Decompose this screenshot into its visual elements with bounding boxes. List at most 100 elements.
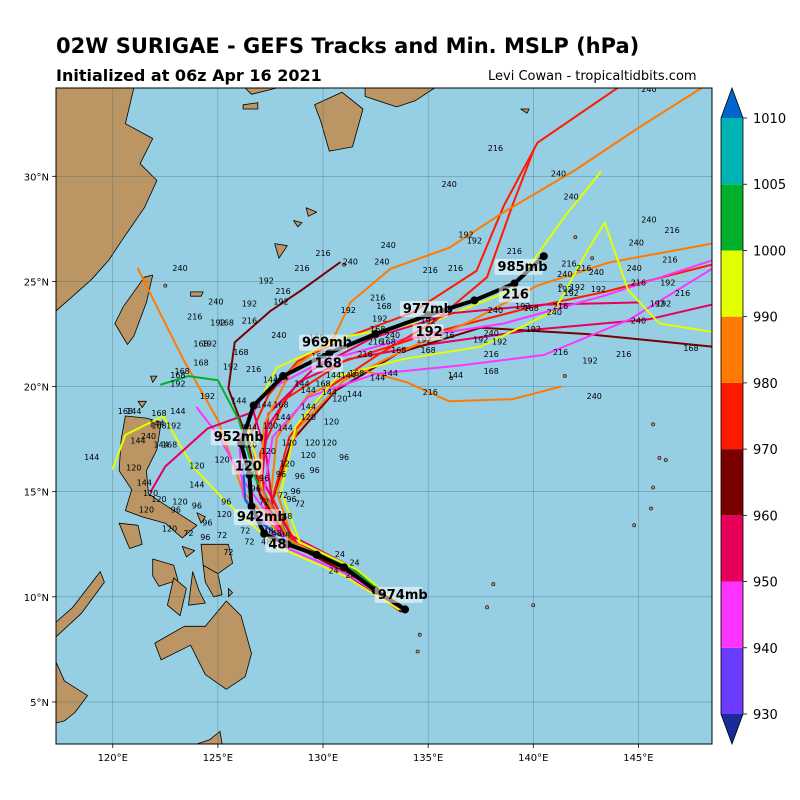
member-track xyxy=(258,88,703,611)
hour-label: 192 xyxy=(591,285,606,294)
hour-label: 120 xyxy=(301,413,316,422)
hour-label: 168 xyxy=(376,302,391,311)
hour-label: 192 xyxy=(223,363,238,372)
y-tick-label: 20°N xyxy=(24,383,49,394)
land-masbate xyxy=(181,546,196,558)
islet xyxy=(651,422,656,427)
hour-label: 120 xyxy=(217,510,232,519)
mean-track-labels: 974mb48942mb120952mb168969mb192977mb2169… xyxy=(210,258,548,603)
hour-label: 216 xyxy=(246,365,261,374)
hour-label: 168 xyxy=(118,407,133,416)
hour-label: 144 xyxy=(448,371,463,380)
hour-label: 96 xyxy=(286,495,296,504)
hour-label: 192 xyxy=(170,380,185,389)
hour-label: 168 xyxy=(151,422,166,431)
hour-label: 216 xyxy=(448,264,463,273)
land-babuyan xyxy=(137,400,147,409)
mean-track-label: 168 xyxy=(315,357,342,372)
colorbar-label: 970 xyxy=(753,443,778,458)
mean-label-box xyxy=(210,429,259,446)
mean-label-box xyxy=(412,324,444,341)
ocean-background xyxy=(56,88,712,744)
chart-title: 02W SURIGAE - GEFS Tracks and Min. MSLP … xyxy=(56,34,640,58)
mean-track-label: 192 xyxy=(416,325,443,340)
mean-track-point xyxy=(260,529,269,538)
mean-track-point xyxy=(401,605,410,614)
hour-label: 96 xyxy=(251,485,261,494)
hour-label: 192 xyxy=(660,279,675,288)
hour-label: 72 xyxy=(259,497,269,506)
mean-track-label: 216 xyxy=(502,287,529,302)
hour-label: 240 xyxy=(208,298,223,307)
mean-label-box xyxy=(233,509,282,526)
land-panay xyxy=(152,558,179,587)
mean-label-box xyxy=(498,286,530,303)
hour-label: 144 xyxy=(126,407,141,416)
hour-label: 120 xyxy=(143,489,158,498)
hour-label: 168 xyxy=(193,359,208,368)
land-china-coast xyxy=(56,88,158,312)
hour-label: 120 xyxy=(280,459,295,468)
hour-label: 216 xyxy=(664,226,679,235)
hour-label: 168 xyxy=(219,319,234,328)
hour-label: 192 xyxy=(421,316,436,325)
hour-label: 192 xyxy=(650,300,665,309)
hour-label: 216 xyxy=(187,312,202,321)
hour-label: 96 xyxy=(310,466,320,475)
y-tick-label: 10°N xyxy=(24,593,49,604)
hour-label: 144 xyxy=(84,453,99,462)
mean-track-point xyxy=(470,296,479,305)
hour-label: 168 xyxy=(349,369,364,378)
land-halmahera xyxy=(277,746,285,752)
land-taiwan xyxy=(114,274,154,345)
colorbar-label: 960 xyxy=(753,509,778,524)
hour-label: 216 xyxy=(423,388,438,397)
colorbar-extend-high xyxy=(721,88,743,118)
hour-label: 168 xyxy=(524,304,539,313)
x-tick-label: 130°E xyxy=(308,753,338,764)
colorbar-label: 940 xyxy=(753,642,778,657)
land-okinawa xyxy=(274,243,288,259)
hour-label: 120 xyxy=(172,497,187,506)
colorbar-label: 1010 xyxy=(753,112,786,127)
islet xyxy=(491,582,496,587)
mean-track-point xyxy=(279,372,288,381)
y-tick-label: 5°N xyxy=(30,698,49,709)
hour-label: 72 xyxy=(244,537,254,546)
mean-track-point xyxy=(371,330,380,338)
islet xyxy=(632,523,637,528)
x-tick-label: 125°E xyxy=(203,753,233,764)
hour-label: 24 xyxy=(349,558,359,567)
hour-label: 168 xyxy=(370,325,385,334)
hour-label: 216 xyxy=(675,289,690,298)
hour-label: 240 xyxy=(343,258,358,267)
hour-label: 120 xyxy=(189,462,204,471)
hour-label: 240 xyxy=(381,241,396,250)
land-sulawesi xyxy=(196,731,223,744)
colorbar-label: 1005 xyxy=(753,178,786,193)
hour-label: 72 xyxy=(240,527,250,536)
hour-label: 240 xyxy=(385,331,400,340)
hour-label: 144 xyxy=(341,371,356,380)
hour-label: 72 xyxy=(223,548,233,557)
hour-label: 96 xyxy=(295,472,305,481)
land-korea-tip xyxy=(244,88,278,95)
mean-track-point xyxy=(539,252,548,261)
hour-label: 96 xyxy=(192,502,202,511)
mean-track-point xyxy=(247,502,256,511)
hour-label: 192 xyxy=(259,277,274,286)
mean-label-box xyxy=(399,300,448,317)
mean-track-point xyxy=(510,279,519,288)
hour-label: 216 xyxy=(315,249,330,258)
islet xyxy=(163,283,168,288)
hour-label: 240 xyxy=(271,331,286,340)
hour-label: 216 xyxy=(662,256,677,265)
colorbar-segment xyxy=(721,581,743,648)
hour-label: 240 xyxy=(563,192,578,201)
islet xyxy=(485,605,489,610)
hour-label: 72 xyxy=(295,499,305,508)
pressure-colorbar: 930 940 950 960 970 980 990 1000 1005 1010 xyxy=(720,86,786,746)
hour-label: 216 xyxy=(275,287,290,296)
colorbar-label: 950 xyxy=(753,576,778,591)
